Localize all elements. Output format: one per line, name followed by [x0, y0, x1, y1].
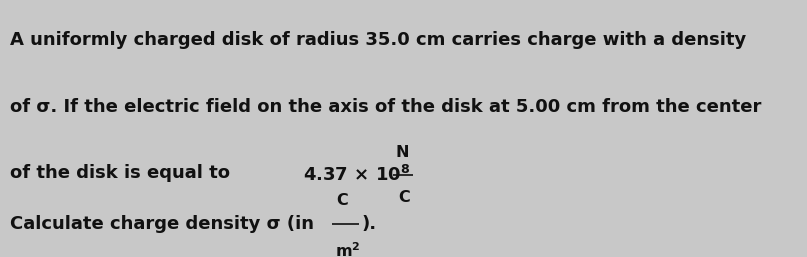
Text: of the disk is equal to: of the disk is equal to — [10, 164, 236, 182]
Text: A uniformly charged disk of radius 35.0 cm carries charge with a density: A uniformly charged disk of radius 35.0 … — [10, 31, 746, 49]
Text: ).: ). — [362, 215, 377, 233]
Text: N: N — [395, 145, 409, 160]
Text: C: C — [337, 193, 349, 208]
Text: m$\mathbf{^{2}}$: m$\mathbf{^{2}}$ — [335, 241, 361, 257]
Text: Calculate charge density σ (in: Calculate charge density σ (in — [10, 215, 320, 233]
Text: 4.37 $\mathbf{\times}$ 10$\mathbf{^{8}}$: 4.37 $\mathbf{\times}$ 10$\mathbf{^{8}}$ — [303, 165, 410, 185]
Text: C: C — [398, 190, 410, 205]
Text: of σ. If the electric field on the axis of the disk at 5.00 cm from the center: of σ. If the electric field on the axis … — [10, 98, 761, 116]
